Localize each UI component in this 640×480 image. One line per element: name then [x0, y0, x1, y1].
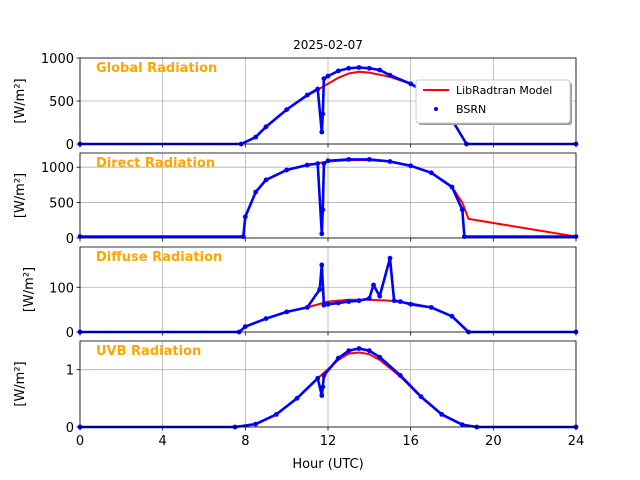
axes-frame [79, 246, 577, 333]
panel-3: 0 4 8 12 16 20 24 0 1 [W/m²] UVB Radiation [13, 340, 585, 449]
legend: LibRadtran Model BSRN [415, 79, 572, 125]
y-axis-label: [W/m²] [22, 267, 37, 312]
y-tick-label: 500 [49, 95, 74, 110]
obs-series [77, 346, 579, 430]
obs-series [77, 157, 579, 240]
panel-label: UVB Radiation [96, 344, 201, 359]
y-axis-label: [W/m²] [13, 173, 28, 218]
y-tick-label: 1000 [41, 52, 74, 67]
legend-model-label: LibRadtran Model [456, 84, 552, 97]
x-tick-label: 16 [402, 434, 419, 449]
x-axis-label: Hour (UTC) [292, 457, 363, 472]
x-tick-label: 0 [76, 434, 84, 449]
y-axis-label: [W/m²] [13, 361, 28, 406]
obs-series [77, 255, 579, 335]
x-tick-label: 4 [159, 434, 167, 449]
legend-box [415, 79, 571, 124]
y-tick-label: 1 [66, 364, 74, 379]
panel-label: Diffuse Radiation [96, 250, 222, 265]
obs-trace [80, 256, 576, 334]
axes-frame [79, 340, 577, 428]
y-tick-label: 0 [66, 326, 74, 341]
y-tick-label: 0 [66, 232, 74, 247]
legend-obs-label: BSRN [456, 103, 486, 116]
obs-trace [80, 158, 576, 238]
panel-label: Global Radiation [96, 61, 217, 76]
panel-label: Direct Radiation [96, 156, 215, 171]
y-axis-label: [W/m²] [13, 78, 28, 123]
obs-trace [80, 347, 576, 429]
panel-2: 0 100 [W/m²] Diffuse Radiation [22, 246, 579, 341]
panel-0: 0 500 1000 [W/m²] Global Radiation [13, 52, 579, 153]
y-tick-label: 0 [66, 421, 74, 436]
x-tick-label: 24 [568, 434, 585, 449]
figure-title: 2025-02-07 [293, 38, 363, 52]
y-tick-label: 0 [66, 138, 74, 153]
y-tick-label: 100 [49, 281, 74, 296]
y-tick-label: 500 [49, 197, 74, 212]
panel-1: 0 500 1000 [W/m²] Direct Radiation [13, 152, 579, 247]
axes-frame [79, 152, 577, 239]
axes-frame [79, 57, 577, 145]
y-tick-label: 1000 [41, 161, 74, 176]
x-tick-label: 12 [320, 434, 337, 449]
x-tick-label: 8 [241, 434, 249, 449]
legend-obs-swatch [434, 107, 438, 111]
x-tick-label: 20 [485, 434, 502, 449]
